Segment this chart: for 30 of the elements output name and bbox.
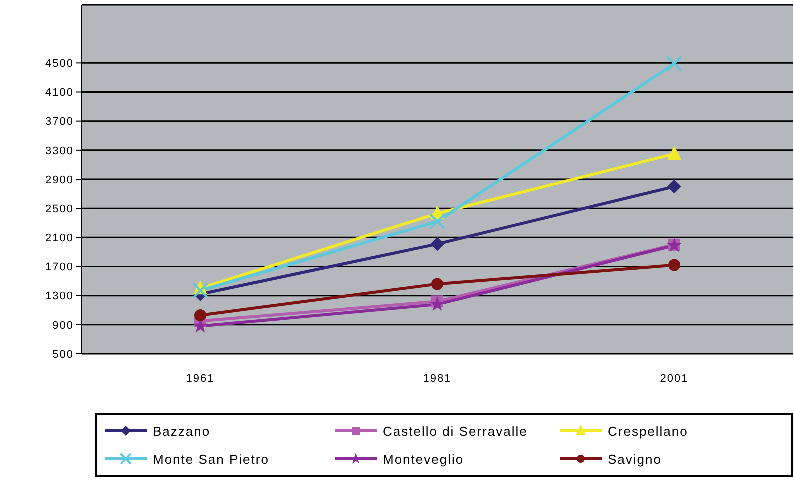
y-tick-label: 3700 xyxy=(46,116,74,128)
y-tick-label: 500 xyxy=(52,348,74,361)
y-tick-label: 2100 xyxy=(46,232,74,245)
y-tick-label: 4500 xyxy=(46,58,74,70)
y-tick-label: 1700 xyxy=(46,262,74,274)
y-tick-label: 900 xyxy=(52,320,74,332)
legend-label: Castello di Serravalle xyxy=(383,424,528,438)
legend-label: Bazzano xyxy=(153,424,211,438)
x-tick-label: 1981 xyxy=(423,372,452,385)
point xyxy=(668,259,680,272)
point xyxy=(668,146,682,160)
point xyxy=(666,56,682,72)
legend-label: Monte San Pietro xyxy=(153,452,270,466)
y-tick-label: 4100 xyxy=(46,87,74,100)
legend-label: Monteveglio xyxy=(383,452,464,466)
point xyxy=(192,282,208,299)
point xyxy=(194,309,206,322)
x-tick-label: 2001 xyxy=(660,372,689,385)
y-tick-label: 1300 xyxy=(46,290,74,303)
legend-label: Savigno xyxy=(608,452,662,466)
y-tick-label: 2900 xyxy=(46,174,74,186)
y-tick-label: 3300 xyxy=(46,145,74,158)
x-tick-label: 1961 xyxy=(186,372,215,385)
point xyxy=(430,296,446,312)
y-tick-label: 2500 xyxy=(46,203,74,216)
point xyxy=(668,180,682,194)
legend-label: Crespellano xyxy=(608,424,688,438)
point xyxy=(430,214,446,230)
point xyxy=(432,278,444,290)
point xyxy=(430,237,444,252)
